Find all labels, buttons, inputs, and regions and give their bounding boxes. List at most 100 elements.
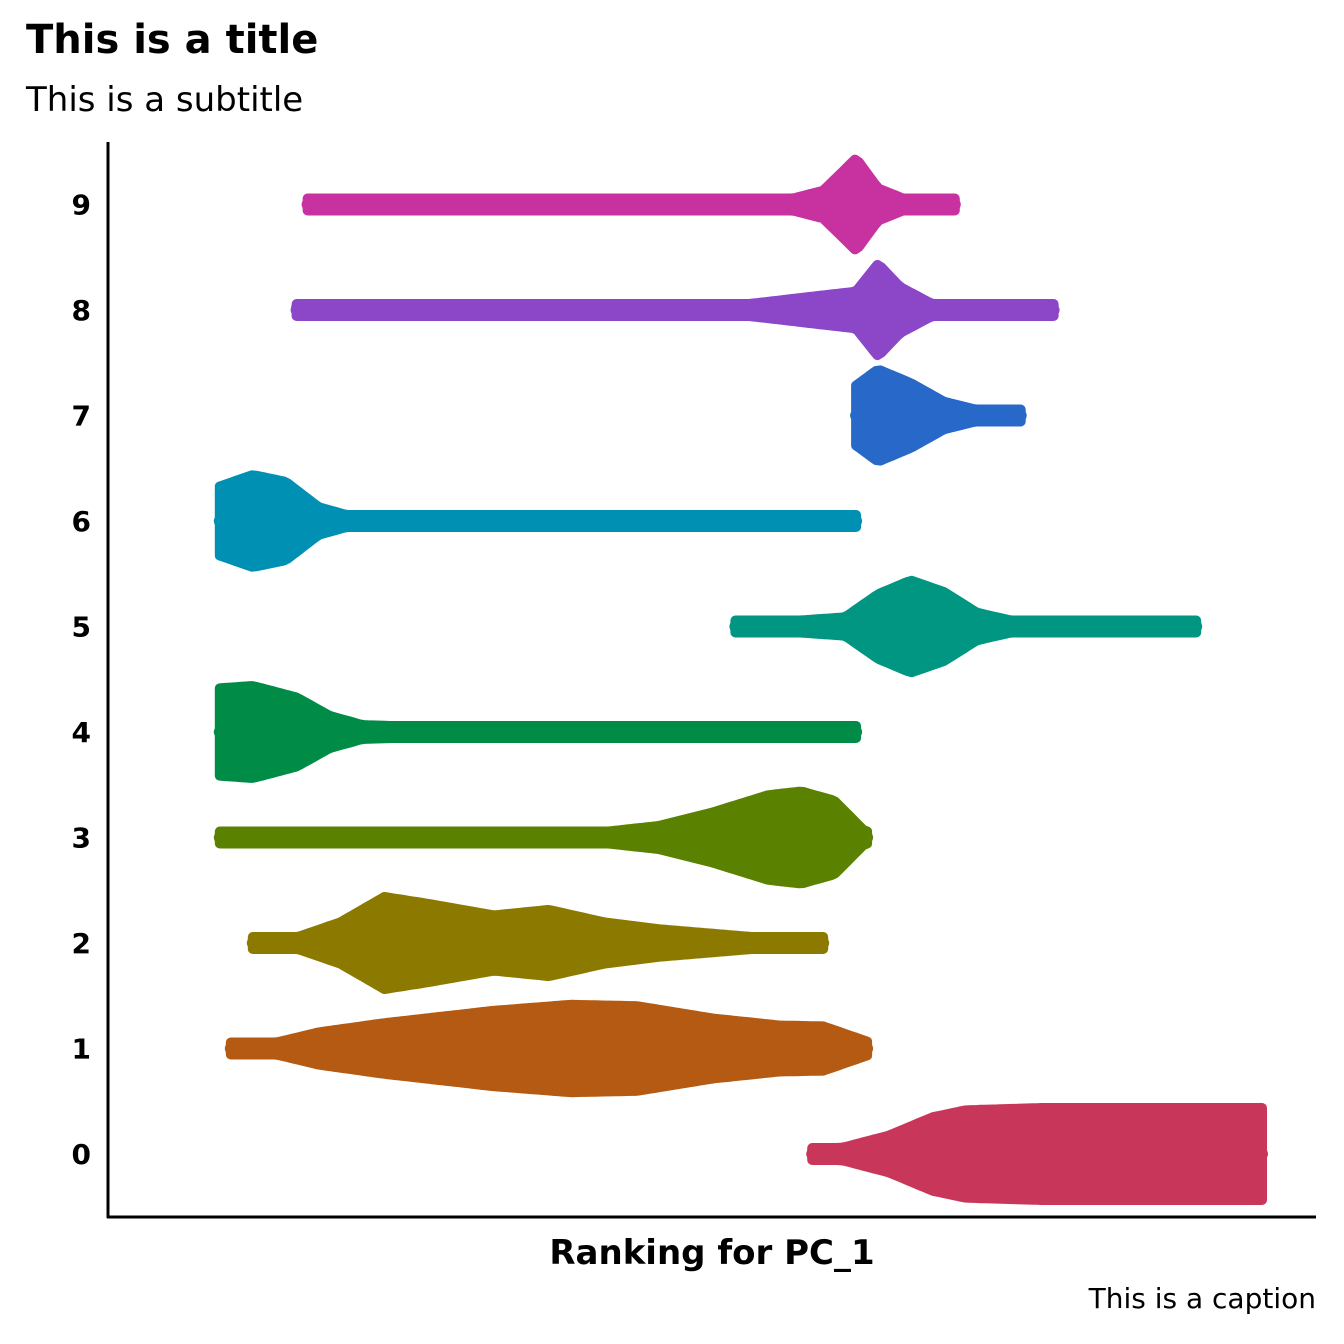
swarm-point: [729, 306, 741, 319]
swarm-point: [824, 724, 837, 737]
swarm-series-6: [213, 470, 863, 572]
swarm-point: [956, 302, 969, 315]
swarm-point: [399, 828, 412, 841]
swarm-point: [824, 516, 837, 528]
swarm-body-7: [851, 365, 1026, 466]
swarm-point: [393, 303, 405, 316]
swarm-point: [617, 197, 630, 210]
swarm-point: [671, 197, 684, 210]
swarm-point: [609, 307, 621, 319]
swarm-point: [1256, 1148, 1268, 1160]
swarm-point: [388, 833, 401, 846]
swarm-point: [548, 513, 560, 525]
swarm-point: [405, 725, 418, 738]
swarm-point: [668, 513, 681, 526]
swarm-point: [1014, 409, 1027, 422]
swarm-point: [850, 726, 863, 738]
swarm-point: [468, 196, 481, 209]
swarm-point: [528, 516, 541, 528]
swarm-point: [246, 937, 259, 949]
swarm-point: [507, 302, 520, 314]
swarm-point: [970, 304, 983, 317]
swarm-point: [850, 515, 863, 527]
swarm-point: [938, 302, 951, 314]
swarm-point: [861, 831, 874, 844]
swarm-point: [345, 199, 358, 211]
swarm-point: [534, 828, 546, 841]
swarm-point: [690, 513, 703, 526]
swarm-point: [418, 514, 431, 527]
swarm-point: [420, 832, 433, 844]
swarm-point: [425, 301, 438, 314]
swarm-point: [817, 937, 830, 949]
swarm-point: [365, 832, 378, 845]
swarm-point: [691, 303, 704, 315]
swarm-point: [1103, 621, 1116, 634]
swarm-point: [693, 728, 705, 741]
swarm-body-2: [247, 892, 829, 994]
swarm-point: [721, 517, 734, 530]
swarm-point: [570, 200, 582, 213]
y-tick-label: 8: [72, 294, 91, 327]
y-tick-label: 7: [72, 400, 91, 433]
swarm-point: [1093, 620, 1106, 633]
swarm-point: [1030, 302, 1043, 315]
swarm-point: [1047, 304, 1060, 316]
swarm-point: [336, 197, 348, 210]
swarm-series-5: [729, 575, 1203, 678]
swarm-point: [1080, 621, 1093, 634]
swarm-series-1: [224, 999, 874, 1098]
y-tick-label: 6: [72, 505, 91, 538]
swarm-point: [850, 409, 863, 422]
swarm-point: [487, 834, 500, 847]
swarm-point: [861, 1042, 874, 1055]
chart-title: This is a title: [26, 17, 319, 63]
swarm-series-3: [213, 786, 874, 889]
swarm-point: [995, 410, 1008, 423]
swarm-point: [582, 833, 595, 846]
swarm-point: [344, 829, 357, 842]
y-tick-label: 5: [72, 611, 91, 644]
swarm-point: [1071, 622, 1084, 635]
swarm-point: [224, 1042, 237, 1055]
swarm-point: [719, 727, 732, 739]
swarm-point: [382, 301, 395, 314]
swarm-point: [629, 725, 642, 738]
swarm-point: [561, 512, 574, 525]
swarm-point: [741, 619, 754, 632]
swarm-point: [234, 830, 247, 843]
swarm-point: [601, 201, 614, 213]
swarm-point: [511, 728, 524, 740]
swarm-point: [584, 195, 597, 208]
swarm-series-8: [290, 259, 1060, 361]
swarm-point: [761, 619, 774, 632]
swarm-point: [645, 305, 658, 317]
swarm-point: [519, 512, 532, 525]
swarm-point: [786, 726, 799, 739]
swarm-point: [528, 201, 541, 214]
swarm-point: [741, 723, 754, 735]
swarm-point: [802, 938, 815, 951]
swarm-point: [729, 620, 742, 633]
y-tick-label: 9: [72, 189, 91, 222]
swarm-point: [461, 727, 474, 740]
swarm-point: [592, 301, 605, 314]
swarm-point: [675, 723, 687, 736]
swarm-point: [806, 1148, 819, 1160]
swarm-point: [752, 939, 765, 952]
swarm-point: [1126, 622, 1139, 635]
swarm-point: [478, 305, 491, 318]
swarm-point: [904, 195, 917, 208]
swarm-series-9: [301, 154, 961, 255]
swarm-point: [987, 302, 1000, 315]
swarm-point: [302, 306, 315, 319]
chart-subtitle: This is a subtitle: [26, 80, 304, 120]
y-tick-label: 1: [72, 1033, 91, 1066]
swarm-point: [929, 306, 942, 319]
swarm-series-2: [246, 892, 830, 994]
swarm-point: [1137, 622, 1150, 635]
swarm-point: [361, 200, 373, 213]
swarm-point: [264, 937, 277, 949]
y-tick-labels: 0 1 2 3 4 5 6 7 8 9: [72, 189, 91, 1172]
